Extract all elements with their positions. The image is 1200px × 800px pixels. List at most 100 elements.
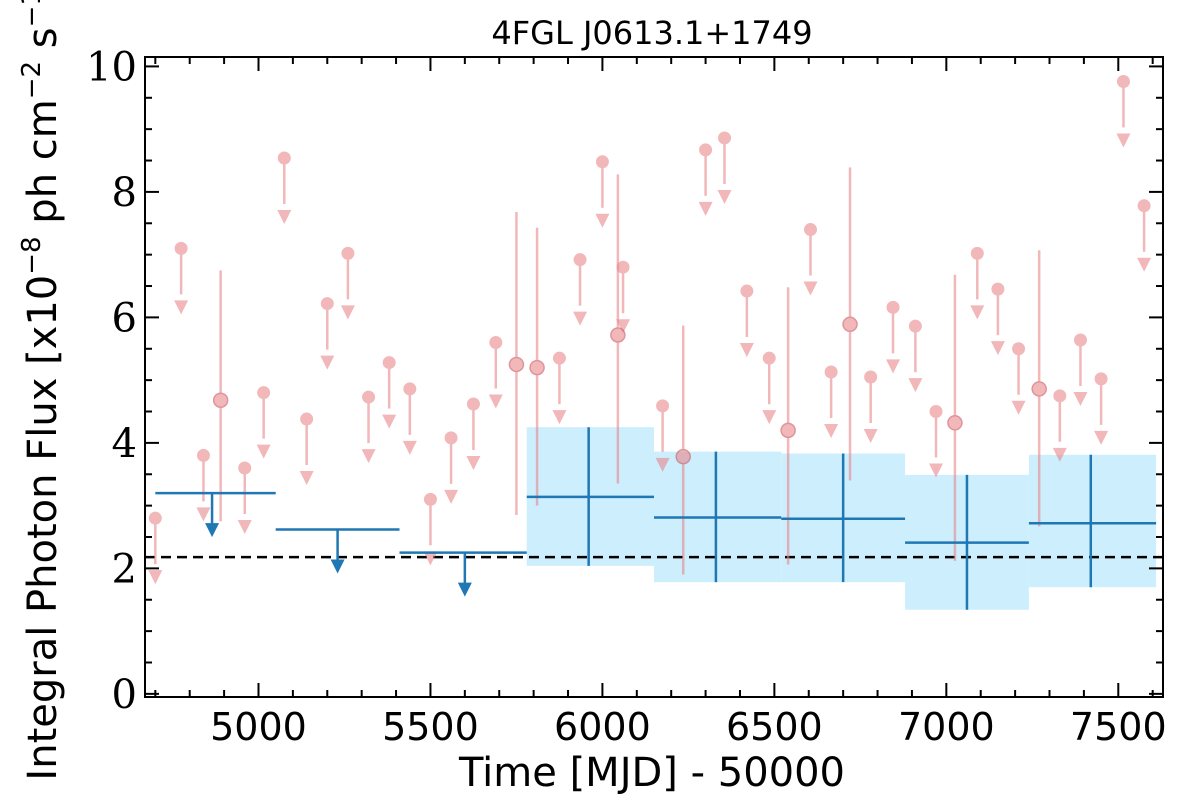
y-tick-label: 8 <box>112 170 137 216</box>
upper-limit-arrowhead <box>196 507 211 522</box>
upper-limit-arrowhead <box>762 410 777 425</box>
short-bin-point <box>277 151 291 165</box>
y-axis-label: Integral Photon Flux [x10−8 ph cm−2 s−1] <box>17 0 66 781</box>
x-tick-label: 5000 <box>210 705 307 749</box>
short-bin-upper-limit <box>929 405 944 478</box>
long-bin-band <box>1028 454 1157 588</box>
axis-ticks <box>145 57 1163 697</box>
short-bin-point <box>508 356 525 373</box>
short-bin-upper-limit <box>886 300 901 374</box>
upper-limit-arrowhead <box>340 305 355 320</box>
short-bin-upper-limit <box>1116 74 1131 148</box>
short-bin-point <box>341 246 355 260</box>
short-bin-upper-limit <box>1011 342 1026 415</box>
upper-limit-arrowhead <box>1011 400 1026 415</box>
x-tick-label: 6000 <box>554 705 651 749</box>
short-bin-upper-limit <box>1137 199 1152 272</box>
short-bin-point <box>970 246 984 260</box>
short-bin-upper-limit <box>990 282 1005 356</box>
long-bin-detection <box>781 453 906 583</box>
short-bin-point <box>718 131 732 145</box>
short-bin-point <box>780 422 796 439</box>
long-bin-arrowhead <box>457 582 472 597</box>
short-bin-upper-limit <box>573 253 588 326</box>
y-tick-label: 2 <box>112 546 137 592</box>
y-axis-label-main: Integral Photon Flux [x10 <box>20 275 66 781</box>
upper-limit-arrowhead <box>698 201 713 216</box>
short-bin-point <box>1012 342 1026 356</box>
short-bin-point <box>444 431 458 445</box>
short-bin-upper-limit <box>402 382 417 455</box>
long-bin-upper-limit <box>155 491 276 538</box>
short-bin-point <box>1073 333 1087 347</box>
short-bin-point <box>573 253 587 267</box>
y-axis-label-mid2: s <box>20 27 66 61</box>
short-bin-point <box>656 399 670 413</box>
short-bin-upper-limit <box>762 351 777 425</box>
upper-limit-arrowhead <box>148 570 163 585</box>
x-tick-labels: 5000 5500 6000 6500 7000 7500 <box>210 705 1167 749</box>
upper-limit-arrowhead <box>299 471 314 486</box>
x-tick-label: 7500 <box>1070 705 1167 749</box>
upper-limit-arrowhead <box>886 359 901 374</box>
short-bin-detection <box>947 274 963 561</box>
y-tick-label: 4 <box>112 421 137 467</box>
short-bin-upper-limit <box>361 390 376 464</box>
short-bin-point <box>489 335 503 349</box>
y-axis-label-exp1: −8 <box>17 236 47 274</box>
short-bin-upper-limit <box>1073 333 1088 406</box>
upper-limit-arrowhead <box>1094 430 1109 445</box>
short-bin-point <box>362 390 376 404</box>
short-bin-upper-limit <box>299 412 314 486</box>
short-bin-point <box>148 511 162 525</box>
upper-limit-arrowhead <box>1137 257 1152 272</box>
upper-limit-arrowhead <box>277 210 292 225</box>
short-bin-upper-limit <box>908 319 923 393</box>
upper-limit-arrowhead <box>1052 447 1067 462</box>
x-axis-label: Time [MJD] - 50000 <box>458 750 845 796</box>
short-bin-point <box>1094 372 1108 386</box>
short-bin-point <box>803 223 817 237</box>
short-bin-point <box>908 319 922 333</box>
short-bin-point <box>1053 389 1067 403</box>
short-bin-point <box>929 405 943 419</box>
long-bin-upper-limit <box>275 528 400 574</box>
long-bin-upper-limit <box>399 551 527 597</box>
x-tick-label: 6500 <box>726 705 823 749</box>
upper-limit-arrowhead <box>739 343 754 358</box>
short-bin-marks <box>148 74 1152 585</box>
upper-limit-arrowhead <box>1116 133 1131 148</box>
x-tick-label: 7000 <box>898 705 995 749</box>
y-tick-label: 10 <box>86 44 137 90</box>
short-bin-upper-limit <box>863 370 878 443</box>
short-bin-point <box>699 143 713 157</box>
upper-limit-arrowhead <box>444 489 459 504</box>
short-bin-upper-limit <box>423 492 438 566</box>
upper-limit-arrowhead <box>402 440 417 455</box>
short-bin-upper-limit <box>552 351 567 425</box>
short-bin-upper-limit <box>256 386 271 459</box>
y-axis-label-mid: ph cm <box>20 99 66 236</box>
upper-limit-arrowhead <box>863 429 878 443</box>
short-bin-point <box>1137 199 1151 213</box>
short-bin-upper-limit <box>717 131 732 204</box>
short-bin-upper-limit <box>444 431 459 504</box>
short-bin-upper-limit <box>803 223 818 296</box>
chart-title: 4FGL J0613.1+1749 <box>491 14 812 52</box>
upper-limit-arrowhead <box>423 551 438 566</box>
short-bin-detection <box>529 227 545 506</box>
long-bin-arrowhead <box>205 523 220 538</box>
short-bin-upper-limit <box>340 246 355 320</box>
short-bin-upper-limit <box>488 335 503 409</box>
long-bin-marks <box>155 427 1157 610</box>
long-bin-detection <box>654 451 782 583</box>
short-bin-upper-limit <box>595 155 610 228</box>
short-bin-point <box>212 392 229 408</box>
upper-limit-arrowhead <box>655 457 670 472</box>
short-bin-point <box>300 412 314 426</box>
upper-limit-arrowhead <box>990 341 1005 356</box>
short-bin-point <box>174 241 188 255</box>
upper-limit-arrowhead <box>929 463 944 478</box>
short-bin-point <box>403 382 417 396</box>
short-bin-point <box>740 284 754 298</box>
